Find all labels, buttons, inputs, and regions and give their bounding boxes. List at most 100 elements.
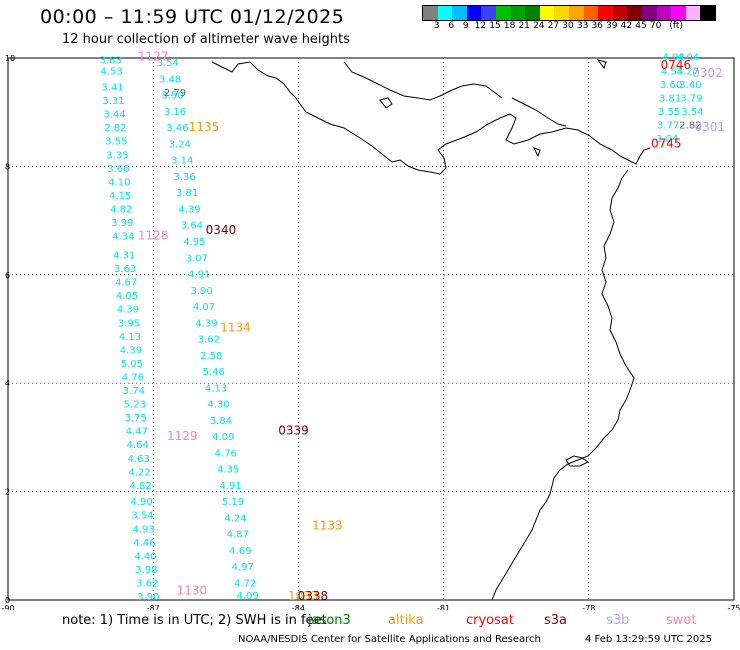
color-swatch (525, 6, 540, 20)
wave-height-label: 3.66 (107, 164, 129, 175)
color-legend-tick: 3 (433, 21, 440, 31)
pass-time-label: 1130 (177, 584, 208, 598)
color-swatch (612, 6, 628, 20)
footer-credit: NOAA/NESDIS Center for Satellite Applica… (238, 634, 541, 645)
color-legend-tick: 9 (462, 21, 469, 31)
color-swatch (656, 6, 672, 20)
wave-height-label: 4.47 (126, 427, 148, 438)
wave-height-label: 4.13 (205, 383, 227, 394)
wave-height-label: 3.50 (161, 91, 183, 102)
satellite-legend-altika: altika (388, 613, 424, 628)
color-legend-tick: 15 (489, 21, 501, 31)
wave-height-label: 4.97 (232, 562, 254, 573)
wave-height-label: 3.54 (131, 511, 153, 522)
wave-height-label: 5.05 (121, 359, 143, 370)
wave-height-label: 3.63 (114, 264, 136, 275)
color-swatch (641, 6, 657, 20)
color-swatch (685, 6, 701, 20)
wave-height-label: 3.54 (681, 107, 703, 118)
color-swatch (510, 6, 526, 20)
wave-height-label: 3.36 (174, 172, 196, 183)
wave-height-label: 3.95 (118, 318, 140, 329)
color-legend-tick: 12 (474, 21, 487, 31)
wave-height-label: 4.46 (133, 538, 155, 549)
satellite-legend-s3b: s3b (606, 613, 630, 628)
pass-time-label: 0340 (206, 223, 237, 237)
wave-height-label: 3.98 (135, 565, 157, 576)
wave-height-label: 3.75 (125, 413, 147, 424)
pass-time-label: 1127 (138, 50, 169, 64)
wave-height-label: 3.40 (679, 80, 701, 91)
wave-height-label: 2.79 (164, 88, 186, 99)
pass-time-label: 1129 (167, 429, 198, 443)
color-legend-tick: (ft) (669, 21, 683, 31)
color-legend-tick: 39 (606, 21, 618, 31)
wave-height-label: 5.19 (222, 497, 244, 508)
wave-height-label: 3.31 (102, 96, 124, 107)
longitude-tick-label: -78 (582, 604, 595, 610)
wave-height-label: 4.64 (127, 440, 149, 451)
wave-height-label: 3.90 (190, 286, 212, 297)
wave-height-label: 3.60 (660, 80, 682, 91)
pass-time-label: 0338 (298, 589, 329, 603)
wave-height-label: 4.94 (662, 53, 684, 64)
wave-height-label: 3.44 (103, 110, 125, 121)
color-swatch (481, 6, 496, 20)
wave-height-label: 2.58 (200, 351, 222, 362)
wave-height-label: 3.90 (137, 592, 159, 603)
wave-height-label: 4.76 (122, 372, 144, 383)
wave-height-label: 4.91 (188, 270, 210, 281)
color-legend-tick: 70 (649, 21, 662, 31)
color-swatch (700, 6, 715, 20)
longitude-tick-label: -84 (292, 604, 305, 610)
color-legend-tick: 27 (547, 21, 560, 31)
color-swatch (539, 6, 555, 20)
satellite-legend-cryosat: cryosat (466, 613, 514, 628)
color-legend-tick: 45 (635, 21, 647, 31)
wave-height-label: 3.99 (111, 218, 133, 229)
wave-height-label: 3.48 (159, 74, 181, 85)
color-swatch (466, 6, 482, 20)
satellite-legend-jason3: jason3 (308, 613, 351, 628)
wave-height-label: 4.34 (112, 232, 134, 243)
satellite-legend-swot: swot (666, 613, 697, 628)
color-swatch (583, 6, 599, 20)
wave-height-label: 4.67 (115, 278, 137, 289)
wave-height-label: 3.16 (164, 107, 186, 118)
wave-height-label: 4.63 (128, 454, 150, 465)
pass-time-label: 1133 (312, 519, 343, 533)
latitude-tick-label: 0 (5, 596, 10, 605)
wave-height-label: 4.95 (183, 237, 205, 248)
wave-height-label: 4.15 (109, 191, 131, 202)
color-legend-tick: 30 (562, 21, 574, 31)
color-legend-tick: 21 (518, 21, 530, 31)
wave-height-label: 3.62 (136, 578, 158, 589)
wave-height-label: 3.63 (99, 55, 121, 66)
wave-height-label: 4.91 (220, 481, 242, 492)
wave-height-label: 3.46 (166, 123, 188, 134)
footer-timestamp: 4 Feb 13:29:59 UTC 2025 (585, 634, 712, 645)
wave-height-label: 3.84 (210, 416, 232, 427)
wave-height-label: 4.31 (113, 251, 135, 262)
wave-height-label: 4.10 (108, 177, 130, 188)
color-legend (422, 5, 716, 21)
coastline (211, 59, 651, 601)
wave-height-label: 3.64 (181, 221, 203, 232)
wave-height-label: 4.30 (207, 400, 229, 411)
color-swatch (452, 6, 467, 20)
wave-height-label: 4.35 (217, 465, 239, 476)
wave-height-label: 4.27 (677, 66, 699, 77)
wave-height-label: 3.07 (186, 253, 208, 264)
pass-time-label: 1135 (189, 120, 220, 134)
color-legend-tick: 42 (620, 21, 633, 31)
wave-height-label: 3.54 (157, 58, 179, 69)
color-legend-tick: 33 (576, 21, 589, 31)
color-swatch (627, 6, 642, 20)
wave-height-label: 4.24 (224, 513, 246, 524)
wave-height-label: 2.82 (679, 120, 701, 131)
wave-height-label: 5.23 (124, 400, 146, 411)
map-title: 00:00 – 11:59 UTC 01/12/2025 (40, 6, 345, 28)
wave-height-label: 4.09 (236, 591, 258, 602)
wave-height-label: 2.82 (104, 123, 126, 134)
wave-height-label: 3.14 (171, 156, 193, 167)
